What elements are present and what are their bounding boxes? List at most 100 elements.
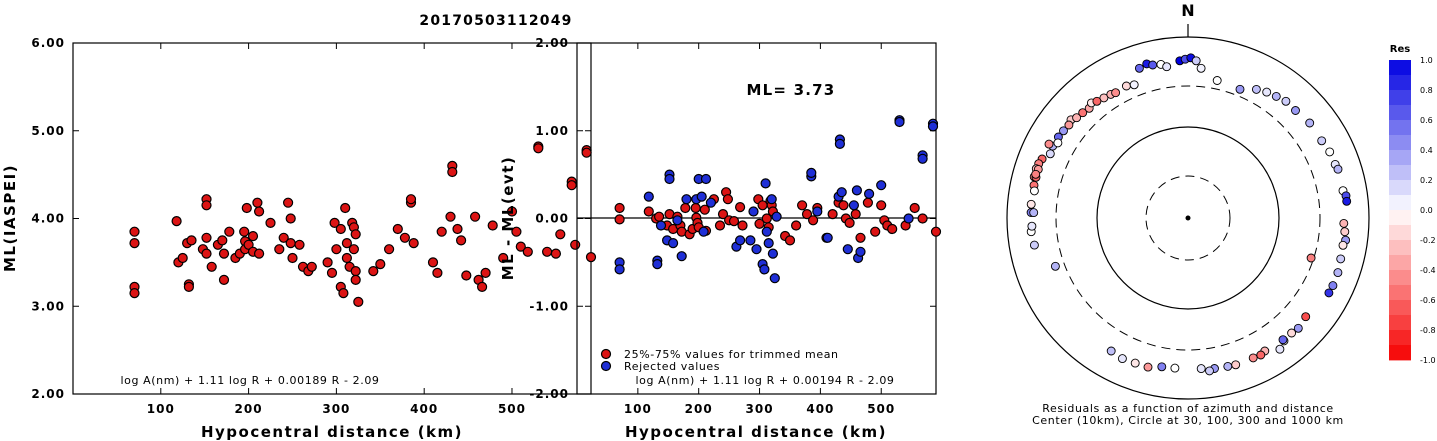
accepted-point (838, 200, 849, 211)
rejected-point (652, 259, 663, 270)
rejected-point (812, 206, 823, 217)
colorbar-cell (1389, 195, 1411, 211)
north-label: N (1181, 1, 1194, 20)
accepted-point (340, 202, 351, 214)
station-point (1129, 80, 1139, 90)
station-point (1111, 88, 1121, 98)
legend-marker-rejected (600, 360, 612, 372)
accepted-point (784, 235, 796, 246)
station-point (1278, 335, 1288, 345)
station-point (1045, 149, 1055, 159)
colorbar-cell (1389, 300, 1411, 316)
accepted-point (129, 288, 140, 299)
formula-text: log A(nm) + 1.11 log R + 0.00194 R - 2.0… (635, 374, 894, 387)
accepted-point (680, 202, 691, 214)
accepted-point (506, 206, 518, 217)
y-tick-label: -2.00 (529, 387, 569, 401)
accepted-point (844, 217, 855, 228)
x-tick-label: 400 (410, 402, 438, 416)
station-point (1027, 221, 1037, 231)
accepted-point (427, 257, 439, 268)
accepted-point (533, 143, 544, 154)
accepted-point (239, 226, 250, 237)
station-point (1029, 186, 1039, 196)
accepted-point (177, 252, 188, 264)
station-point (1328, 281, 1338, 291)
rejected-point (855, 246, 866, 257)
rejected-point (748, 206, 759, 217)
x-axis-ticks: 100 200 300 400 500 (147, 43, 526, 416)
rejected-point (667, 238, 679, 249)
colorbar-cell (1389, 90, 1411, 106)
station-point (1338, 240, 1348, 250)
accepted-point (801, 209, 813, 220)
accepted-point (498, 252, 509, 264)
y-tick-label: -1.00 (529, 299, 569, 313)
rejected-point (760, 178, 771, 189)
station-point (1340, 227, 1350, 237)
accepted-point (699, 204, 710, 215)
colorbar-cell (1389, 345, 1411, 361)
colorbar-cell (1389, 330, 1411, 346)
accepted-point (129, 226, 140, 237)
legend-marker-accepted (600, 348, 612, 360)
station-point (1072, 113, 1082, 123)
residual-vs-distance-panel: 100 200 300 400 500 -2.00 -1.00 0.00 1.00 2.00 M… (499, 36, 942, 441)
accepted-point (283, 197, 294, 208)
ml-annotation: ML= 3.73 (747, 81, 836, 99)
y-tick-label: 5.00 (31, 124, 65, 138)
accepted-point (294, 239, 305, 250)
x-tick-label: 500 (498, 402, 526, 416)
station-point (1130, 358, 1140, 368)
colorbar-tick-label: -0.4 (1420, 266, 1436, 275)
accepted-point (480, 267, 491, 278)
legend-label-accepted: 25%-75% values for trimmed mean (624, 348, 839, 361)
colorbar-cell (1389, 165, 1411, 181)
accepted-point (218, 274, 230, 285)
accepted-point (477, 281, 488, 292)
rejected-point (763, 238, 774, 249)
station-point (1029, 208, 1039, 218)
accepted-point (456, 235, 467, 246)
colorbar-cell (1389, 105, 1411, 121)
accepted-point (247, 231, 259, 242)
station-point (1342, 196, 1352, 206)
station-point (1059, 126, 1068, 136)
accepted-point (570, 239, 581, 250)
accepted-point (254, 206, 265, 217)
y-tick-label: 0.00 (535, 212, 569, 226)
x-axis-label: Hypocentral distance (km) (625, 423, 887, 441)
y-tick-label: 6.00 (31, 36, 65, 50)
accepted-point (909, 202, 920, 214)
ring-300km (1055, 85, 1321, 351)
station-point (1248, 353, 1258, 363)
rejected-point (851, 185, 863, 196)
rejected-point (655, 220, 667, 231)
accepted-point (807, 215, 819, 226)
accepted-point (350, 274, 361, 285)
y-tick-label: 2.00 (31, 387, 65, 401)
rejected-point (822, 232, 833, 243)
accepted-point (405, 194, 417, 205)
rejected-point (769, 273, 780, 284)
colorbar-tick-label: 0.0 (1420, 206, 1433, 215)
station-point (1064, 120, 1074, 130)
station-point (1231, 360, 1241, 370)
rejected-point (664, 173, 675, 185)
station-point (1339, 218, 1349, 228)
y-axis-ticks: -2.00 -1.00 0.00 1.00 2.00 (529, 36, 936, 401)
rejected-point (834, 138, 846, 149)
colorbar-tick-label: 0.6 (1420, 116, 1433, 125)
rejected-point (842, 244, 853, 255)
y-axis-label: ML - ML(evt) (499, 156, 517, 280)
station-point (1078, 108, 1088, 118)
colorbar-cell (1389, 180, 1411, 196)
accepted-point (581, 147, 592, 158)
rejected-point (876, 180, 887, 191)
rejected-point (643, 191, 654, 202)
accepted-point (335, 223, 346, 235)
colorbar-ticks: 1.0 0.8 0.6 0.4 0.2 0.0 -0.2 -0.4 -0.6 -0.8 -1.0 (1420, 56, 1436, 365)
accepted-point (241, 202, 252, 214)
x-tick-label: 200 (235, 402, 263, 416)
accepted-point (487, 220, 498, 231)
